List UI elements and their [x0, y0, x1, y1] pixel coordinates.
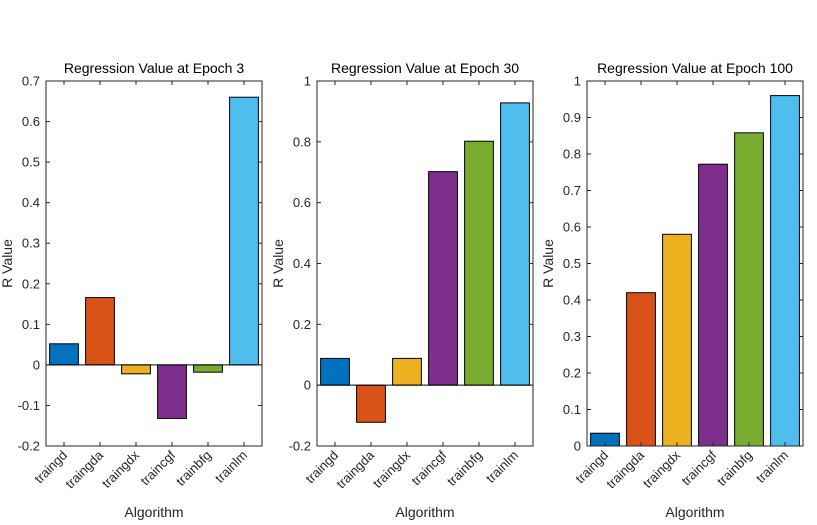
y-tick-label: 0.1 — [22, 317, 40, 332]
chart-panel-2: -0.200.20.40.60.81traingdtraingdatraingd… — [270, 60, 534, 520]
bar-trainbfg — [464, 140, 494, 386]
y-tick-label: 0.4 — [22, 195, 40, 210]
y-axis-label: R Value — [540, 239, 556, 288]
x-tick-label-traingda: traingda — [333, 447, 377, 491]
bar-traingda — [626, 292, 656, 447]
y-tick-label: 0.4 — [293, 256, 311, 271]
y-tick-label: 0 — [304, 378, 311, 393]
x-tick-label-traincgf: traincgf — [678, 447, 719, 488]
bar-traincgf — [698, 163, 728, 447]
x-tick-label-trainbfg: trainbfg — [714, 448, 755, 489]
chart-panel-3: 00.10.20.30.40.50.60.70.80.91traingdtrai… — [540, 60, 804, 520]
x-tick-label-traingdx: traingdx — [99, 447, 143, 491]
x-axis-label: Algorithm — [395, 504, 454, 520]
x-tick-label-trainlm: trainlm — [753, 448, 791, 486]
x-axis-label: Algorithm — [124, 504, 183, 520]
x-tick-label-traincgf: traincgf — [408, 447, 449, 488]
y-tick-label: -0.1 — [18, 398, 40, 413]
x-tick-label-traingdx: traingdx — [640, 447, 684, 491]
chart-title: Regression Value at Epoch 100 — [597, 60, 793, 76]
bar-trainlm — [770, 95, 800, 447]
x-tick-label-trainbfg: trainbfg — [444, 448, 485, 489]
x-tick-label-trainbfg: trainbfg — [173, 448, 214, 489]
plot-area — [46, 81, 262, 446]
y-tick-label: 0.6 — [293, 195, 311, 210]
y-tick-label: 0.4 — [563, 293, 581, 308]
y-tick-label: 1 — [574, 74, 581, 89]
y-tick-label: 0.1 — [563, 402, 581, 417]
bar-traingda — [85, 297, 115, 366]
x-tick-label-traingdx: traingdx — [370, 447, 414, 491]
chart-title: Regression Value at Epoch 3 — [64, 60, 245, 76]
y-tick-label: -0.2 — [18, 439, 40, 454]
bar-traingd — [49, 343, 79, 366]
chart-panel-1: -0.2-0.100.10.20.30.40.50.60.7traingdtra… — [0, 60, 263, 520]
y-tick-label: 0.2 — [293, 317, 311, 332]
y-tick-label: 0.3 — [563, 329, 581, 344]
y-tick-label: 0.5 — [563, 256, 581, 271]
bar-traingd — [320, 357, 350, 386]
y-tick-label: 0.6 — [563, 220, 581, 235]
x-tick-label-traincgf: traincgf — [137, 447, 178, 488]
bar-trainbfg — [734, 132, 764, 447]
x-tick-label-traingda: traingda — [62, 447, 106, 491]
bar-traincgf — [157, 364, 187, 419]
y-tick-label: -0.2 — [289, 439, 311, 454]
plot-area — [587, 81, 803, 446]
bar-traingdx — [662, 233, 692, 447]
chart-title: Regression Value at Epoch 30 — [331, 60, 519, 76]
bar-traincgf — [428, 171, 458, 386]
x-tick-label-trainlm: trainlm — [483, 448, 521, 486]
y-tick-label: 0 — [574, 439, 581, 454]
y-tick-label: 0.5 — [22, 155, 40, 170]
bar-trainlm — [229, 96, 259, 366]
y-tick-label: 0.8 — [293, 134, 311, 149]
bar-traingdx — [121, 364, 151, 375]
y-tick-label: 0.6 — [22, 114, 40, 129]
y-tick-label: 0 — [33, 357, 40, 372]
y-tick-label: 0.8 — [563, 147, 581, 162]
x-tick-label-traingda: traingda — [603, 447, 647, 491]
y-tick-label: 0.9 — [563, 110, 581, 125]
bar-trainbfg — [193, 364, 223, 373]
y-tick-label: 0.7 — [563, 183, 581, 198]
y-tick-label: 0.3 — [22, 236, 40, 251]
axes-box — [45, 80, 263, 447]
bar-trainlm — [500, 102, 530, 386]
y-tick-label: 0.2 — [563, 366, 581, 381]
y-tick-label: 0.2 — [22, 276, 40, 291]
x-axis-label: Algorithm — [665, 504, 724, 520]
y-tick-label: 1 — [304, 74, 311, 89]
y-axis-label: R Value — [270, 239, 286, 288]
y-axis-label: R Value — [0, 239, 15, 288]
x-tick-label-trainlm: trainlm — [212, 448, 250, 486]
bar-traingdx — [392, 357, 422, 386]
bar-traingda — [356, 384, 386, 423]
y-tick-label: 0.7 — [22, 74, 40, 89]
